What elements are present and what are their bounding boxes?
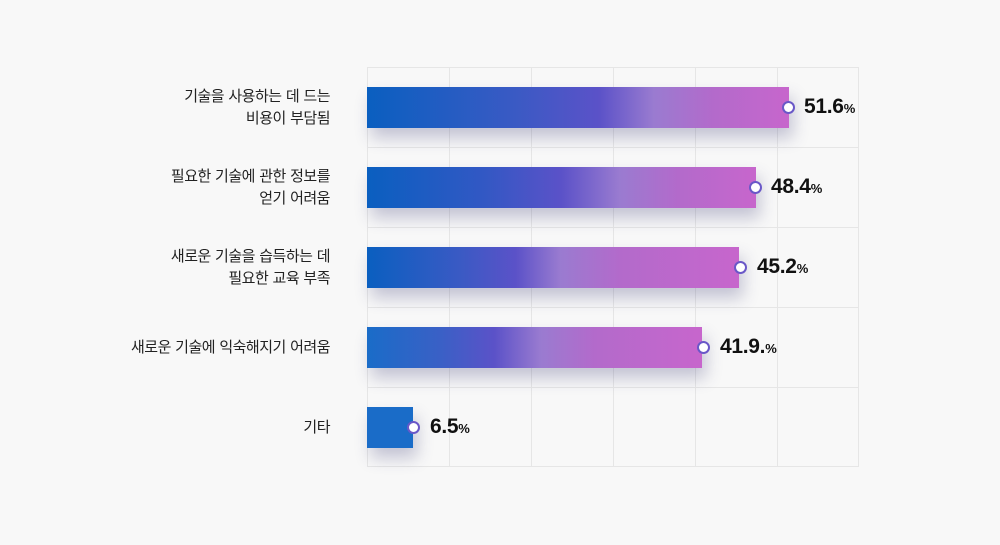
bar xyxy=(367,407,413,448)
bar-end-marker xyxy=(749,181,762,194)
bar xyxy=(367,247,739,288)
bar-end-marker xyxy=(697,341,710,354)
value-label: 6.5% xyxy=(430,415,470,438)
value-label: 51.6% xyxy=(804,95,855,118)
bar-end-marker xyxy=(782,101,795,114)
gridline xyxy=(368,387,858,388)
bar-end-marker xyxy=(734,261,747,274)
category-label: 기술을 사용하는 데 드는 비용이 부담됨 xyxy=(184,87,330,127)
gridline xyxy=(368,307,858,308)
bar xyxy=(367,327,702,368)
category-label: 새로운 기술을 습득하는 데 필요한 교육 부족 xyxy=(170,247,331,287)
bar xyxy=(367,167,756,208)
value-label: 41.9.% xyxy=(720,335,777,358)
gridline xyxy=(368,147,858,148)
value-label: 45.2% xyxy=(757,255,808,278)
value-label: 48.4% xyxy=(771,175,822,198)
bar xyxy=(367,87,789,128)
category-label: 기타 xyxy=(303,418,330,436)
category-label: 필요한 기술에 관한 정보를 얻기 어려움 xyxy=(170,167,331,207)
bar-end-marker xyxy=(407,421,420,434)
gridline xyxy=(368,227,858,228)
category-label: 새로운 기술에 익숙해지기 어려움 xyxy=(130,338,331,356)
gridline xyxy=(777,68,778,466)
